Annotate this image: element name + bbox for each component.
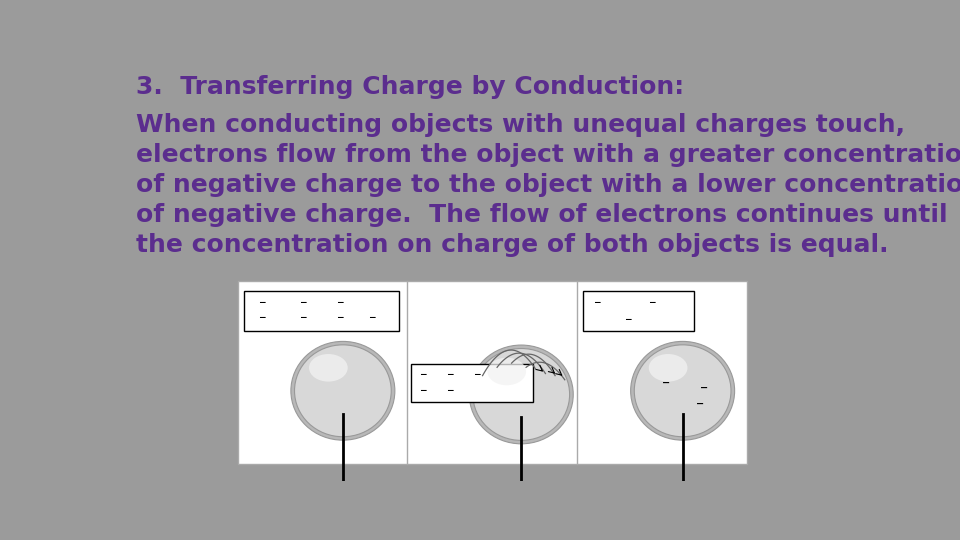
Text: −: − (336, 298, 344, 307)
FancyBboxPatch shape (584, 292, 694, 331)
Ellipse shape (631, 341, 734, 440)
Text: −: − (593, 298, 600, 307)
Text: −: − (701, 383, 708, 393)
Text: −: − (299, 313, 306, 322)
Ellipse shape (649, 354, 687, 382)
Ellipse shape (291, 341, 395, 440)
Text: −: − (648, 298, 656, 307)
Text: −: − (369, 313, 376, 322)
Text: −: − (419, 386, 426, 395)
FancyBboxPatch shape (411, 364, 534, 402)
Text: −: − (299, 298, 306, 307)
Text: −: − (258, 298, 266, 307)
Text: −: − (258, 313, 266, 322)
Text: −: − (419, 370, 426, 379)
Text: −: − (695, 399, 704, 409)
Text: −: − (336, 313, 344, 322)
Ellipse shape (488, 357, 526, 385)
Ellipse shape (295, 345, 392, 437)
Ellipse shape (635, 345, 731, 437)
Ellipse shape (473, 348, 569, 441)
FancyBboxPatch shape (237, 281, 747, 464)
Text: −: − (446, 386, 453, 395)
FancyBboxPatch shape (244, 292, 398, 331)
Ellipse shape (309, 354, 348, 382)
Text: −: − (473, 370, 480, 379)
Ellipse shape (469, 345, 573, 444)
Text: −: − (624, 315, 631, 323)
Text: When conducting objects with unequal charges touch,
electrons flow from the obje: When conducting objects with unequal cha… (136, 113, 960, 257)
Text: 3.  Transferring Charge by Conduction:: 3. Transferring Charge by Conduction: (136, 75, 684, 99)
Text: −: − (446, 370, 453, 379)
Text: −: − (661, 377, 670, 388)
